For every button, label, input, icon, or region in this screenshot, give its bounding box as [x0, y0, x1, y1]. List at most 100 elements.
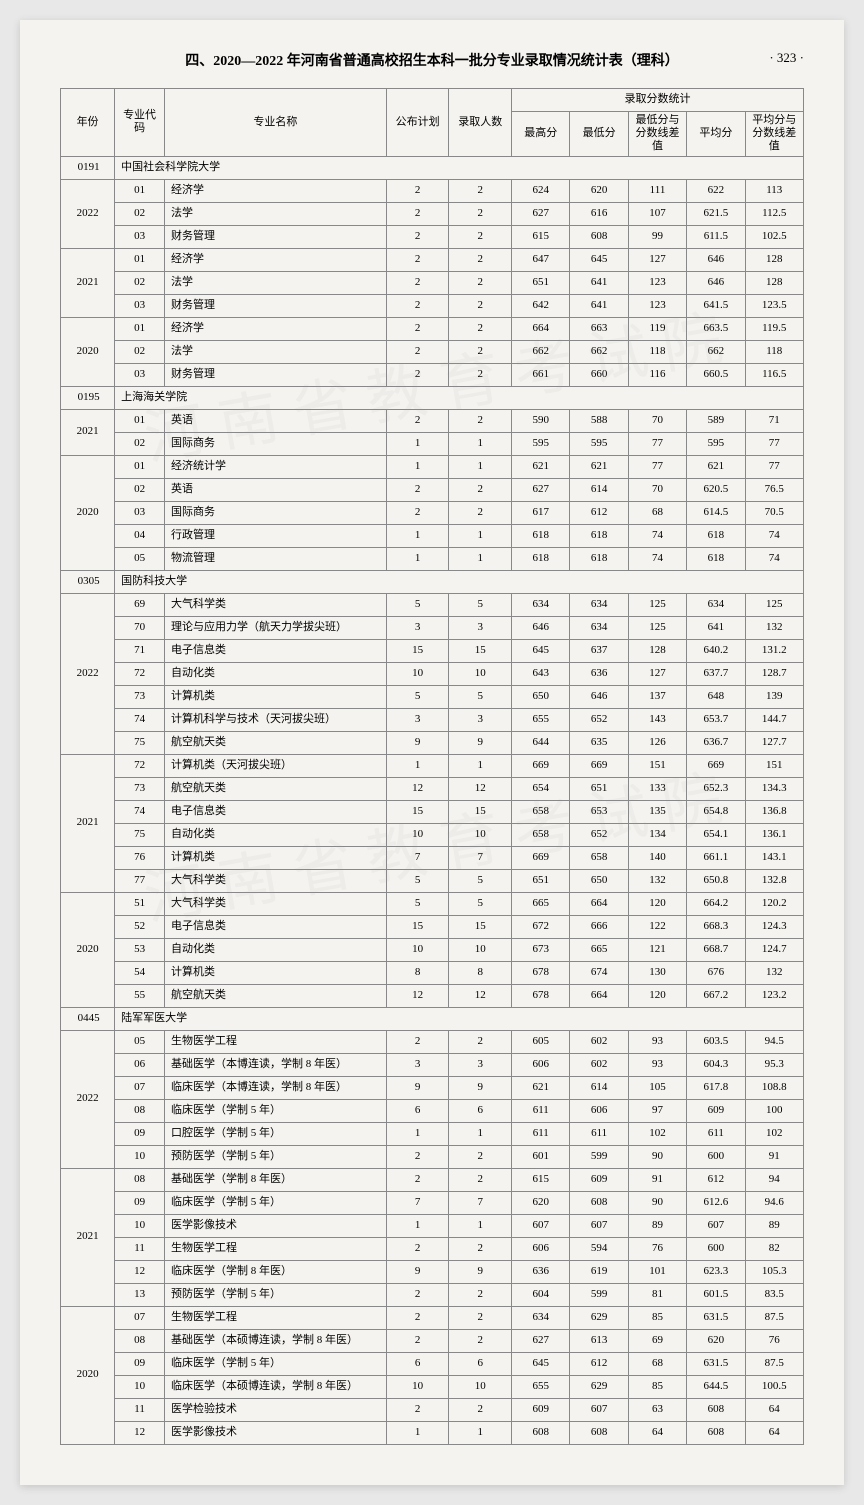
min-diff-cell: 135: [628, 800, 686, 823]
admitted-cell: 2: [449, 1168, 512, 1191]
major-name-cell: 临床医学（本硕博连读，学制 8 年医）: [165, 1375, 387, 1398]
avg-diff-cell: 124.3: [745, 915, 803, 938]
min-cell: 665: [570, 938, 628, 961]
min-diff-cell: 151: [628, 754, 686, 777]
avg-diff-cell: 91: [745, 1145, 803, 1168]
min-cell: 660: [570, 363, 628, 386]
avg-diff-cell: 119.5: [745, 317, 803, 340]
avg-diff-cell: 139: [745, 685, 803, 708]
year-cell: 2020: [61, 317, 115, 386]
admitted-cell: 2: [449, 1398, 512, 1421]
min-cell: 606: [570, 1099, 628, 1122]
avg-cell: 609: [687, 1099, 745, 1122]
table-row: 52电子信息类1515672666122668.3124.3: [61, 915, 804, 938]
avg-cell: 618: [687, 524, 745, 547]
min-diff-cell: 130: [628, 961, 686, 984]
min-cell: 651: [570, 777, 628, 800]
avg-cell: 636.7: [687, 731, 745, 754]
min-cell: 608: [570, 225, 628, 248]
admitted-cell: 1: [449, 1122, 512, 1145]
plan-cell: 2: [386, 340, 449, 363]
major-code-cell: 03: [115, 294, 165, 317]
school-row: 0305国防科技大学: [61, 570, 804, 593]
major-code-cell: 10: [115, 1375, 165, 1398]
min-cell: 650: [570, 869, 628, 892]
plan-cell: 2: [386, 1030, 449, 1053]
plan-cell: 2: [386, 1398, 449, 1421]
avg-cell: 644.5: [687, 1375, 745, 1398]
avg-cell: 660.5: [687, 363, 745, 386]
col-plan: 公布计划: [386, 89, 449, 157]
table-row: 10临床医学（本硕博连读，学制 8 年医）101065562985644.510…: [61, 1375, 804, 1398]
min-cell: 652: [570, 823, 628, 846]
major-name-cell: 法学: [165, 271, 387, 294]
min-cell: 662: [570, 340, 628, 363]
plan-cell: 9: [386, 1076, 449, 1099]
admitted-cell: 2: [449, 409, 512, 432]
major-name-cell: 理论与应用力学（航天力学拔尖班）: [165, 616, 387, 639]
min-cell: 645: [570, 248, 628, 271]
table-row: 10预防医学（学制 5 年）226015999060091: [61, 1145, 804, 1168]
school-code: 0195: [61, 386, 115, 409]
col-avg-diff: 平均分与分数线差值: [745, 112, 803, 157]
school-code: 0305: [61, 570, 115, 593]
major-name-cell: 计算机类: [165, 685, 387, 708]
min-diff-cell: 132: [628, 869, 686, 892]
plan-cell: 10: [386, 823, 449, 846]
max-cell: 636: [512, 1260, 570, 1283]
min-cell: 602: [570, 1053, 628, 1076]
page-number: · 323 ·: [769, 50, 804, 66]
major-code-cell: 10: [115, 1145, 165, 1168]
max-cell: 618: [512, 547, 570, 570]
min-diff-cell: 128: [628, 639, 686, 662]
major-code-cell: 08: [115, 1168, 165, 1191]
admitted-cell: 12: [449, 777, 512, 800]
avg-cell: 600: [687, 1145, 745, 1168]
major-name-cell: 电子信息类: [165, 915, 387, 938]
avg-diff-cell: 71: [745, 409, 803, 432]
min-cell: 658: [570, 846, 628, 869]
table-row: 55航空航天类1212678664120667.2123.2: [61, 984, 804, 1007]
major-code-cell: 01: [115, 248, 165, 271]
min-cell: 637: [570, 639, 628, 662]
avg-diff-cell: 131.2: [745, 639, 803, 662]
plan-cell: 10: [386, 938, 449, 961]
min-cell: 612: [570, 1352, 628, 1375]
avg-diff-cell: 64: [745, 1421, 803, 1444]
admitted-cell: 15: [449, 915, 512, 938]
min-cell: 609: [570, 1168, 628, 1191]
admitted-cell: 2: [449, 340, 512, 363]
max-cell: 651: [512, 271, 570, 294]
min-diff-cell: 77: [628, 432, 686, 455]
avg-diff-cell: 151: [745, 754, 803, 777]
min-diff-cell: 91: [628, 1168, 686, 1191]
plan-cell: 10: [386, 1375, 449, 1398]
max-cell: 669: [512, 846, 570, 869]
major-code-cell: 02: [115, 478, 165, 501]
plan-cell: 2: [386, 409, 449, 432]
year-cell: 2020: [61, 892, 115, 1007]
avg-cell: 603.5: [687, 1030, 745, 1053]
min-diff-cell: 101: [628, 1260, 686, 1283]
plan-cell: 7: [386, 1191, 449, 1214]
table-row: 202201经济学22624620111622113: [61, 179, 804, 202]
min-cell: 588: [570, 409, 628, 432]
max-cell: 611: [512, 1122, 570, 1145]
plan-cell: 5: [386, 869, 449, 892]
plan-cell: 2: [386, 1168, 449, 1191]
avg-cell: 631.5: [687, 1306, 745, 1329]
table-row: 07临床医学（本博连读，学制 8 年医）99621614105617.8108.…: [61, 1076, 804, 1099]
year-cell: 2022: [61, 1030, 115, 1168]
plan-cell: 10: [386, 662, 449, 685]
avg-cell: 650.8: [687, 869, 745, 892]
school-code: 0191: [61, 156, 115, 179]
max-cell: 606: [512, 1053, 570, 1076]
table-row: 06基础医学（本博连读，学制 8 年医）3360660293604.395.3: [61, 1053, 804, 1076]
min-diff-cell: 140: [628, 846, 686, 869]
plan-cell: 6: [386, 1352, 449, 1375]
admitted-cell: 2: [449, 1283, 512, 1306]
plan-cell: 2: [386, 363, 449, 386]
table-row: 202101英语225905887058971: [61, 409, 804, 432]
max-cell: 608: [512, 1421, 570, 1444]
admitted-cell: 2: [449, 248, 512, 271]
